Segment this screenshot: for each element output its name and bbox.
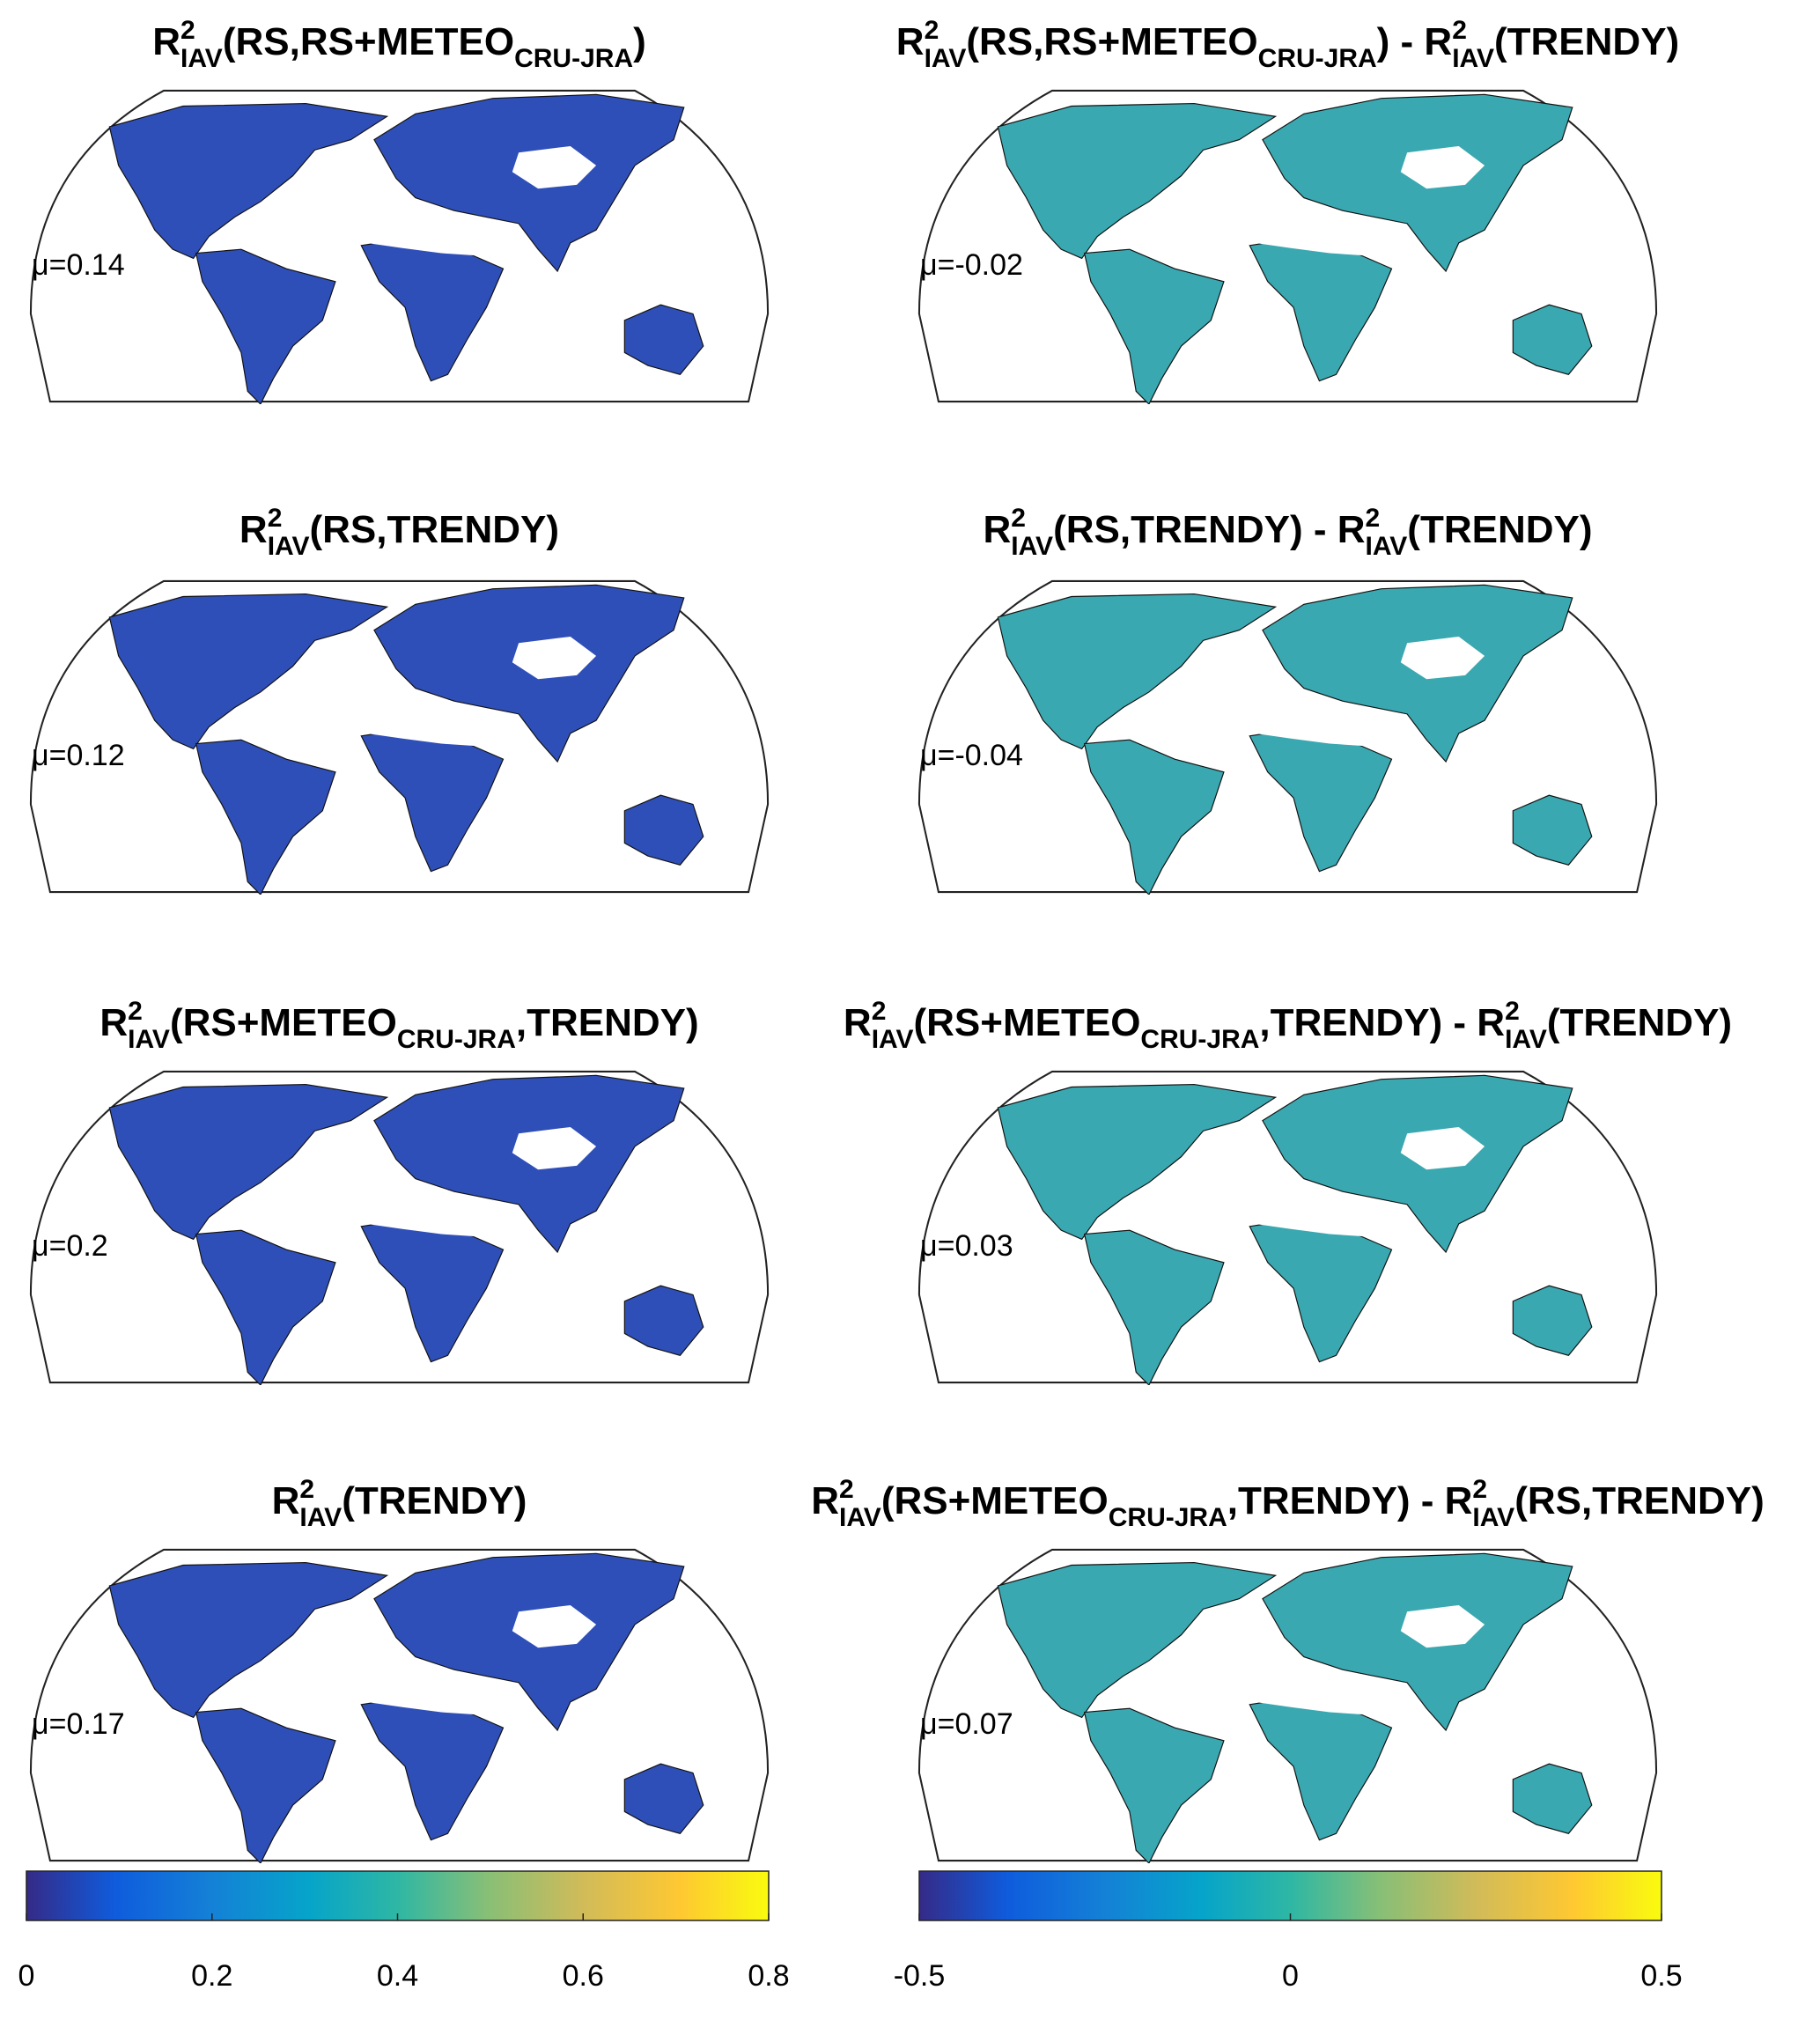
title-sub: IAV [1011,532,1053,561]
title-sub: IAV [925,44,967,73]
panel-title: R2 IAV(RS+METEOCRU-JRA,TRENDY) [99,997,698,1054]
title-text: (TRENDY) [1407,508,1592,551]
title-sup: 2 [1366,504,1381,533]
colorbar [26,1870,770,1921]
title-text: R [896,20,925,63]
title-text: (RS+METEO [170,1001,397,1044]
title-text: ,TRENDY) - R [1259,1001,1505,1044]
title-sub: IAV [1452,44,1494,73]
title-sub: CRU-JRA [1109,1503,1227,1532]
title-text: ,TRENDY) [516,1001,699,1044]
title-sub: IAV [872,1025,914,1054]
title-sub: IAV [1366,532,1408,561]
panel-title: R2 IAV(RS+METEOCRU-JRA,TRENDY) - R2 IAV(RS… [811,1475,1765,1532]
map [917,579,1658,895]
title-text: (TRENDY) [1547,1001,1732,1044]
title-sub: CRU-JRA [1258,44,1377,73]
colorbar-tick-label: 0.5 [1640,1959,1682,1993]
map [29,579,770,895]
title-text: (RS+METEO [914,1001,1141,1044]
panel-title: R2 IAV(RS,RS+METEOCRU-JRA) - R2 IAV(TRENDY… [896,16,1679,73]
title-text: R [152,20,181,63]
mu-label: μ=-0.02 [920,248,1023,282]
title-text: (RS,TRENDY) [1514,1479,1765,1522]
colorbar-tick-label: 0 [1282,1959,1299,1993]
mu-label: μ=-0.04 [920,739,1023,772]
title-sub: IAV [1505,1025,1547,1054]
colorbar-tick-label: -0.5 [894,1959,946,1993]
title-sup: 2 [268,504,283,533]
colorbar-tick-label: 0.4 [377,1959,418,1993]
title-text: (TRENDY) [342,1479,527,1522]
title-text: ) [633,20,646,63]
title-sup: 2 [1505,997,1520,1026]
title-text: R [272,1479,300,1522]
colorbar-tick-label: 0 [18,1959,35,1993]
title-text: (RS,RS+METEO [223,20,514,63]
title-sup: 2 [1452,16,1467,45]
mu-label: μ=0.07 [920,1707,1013,1741]
mu-label: μ=0.2 [32,1229,108,1263]
title-sub: IAV [299,1503,342,1532]
title-text: ) - R [1377,20,1453,63]
title-sup: 2 [925,16,939,45]
title-text: R [811,1479,839,1522]
colorbar [918,1870,1662,1921]
panel-title: R2 IAV(RS+METEOCRU-JRA,TRENDY) - R2 IAV(TR… [844,997,1732,1054]
map [917,89,1658,404]
title-text: (RS,TRENDY) - R [1053,508,1365,551]
title-sup: 2 [872,997,887,1026]
panel-title: R2 IAV(RS,TRENDY) [239,504,559,561]
title-sup: 2 [1011,504,1026,533]
map [29,1548,770,1863]
title-sub: CRU-JRA [1140,1025,1259,1054]
mu-label: μ=0.03 [920,1229,1013,1263]
colorbar-tick-label: 0.2 [191,1959,232,1993]
title-sup: 2 [181,16,195,45]
title-text: (RS,RS+METEO [966,20,1257,63]
title-text: R [99,1001,128,1044]
title-text: R [983,508,1011,551]
mu-label: μ=0.17 [32,1707,125,1741]
title-sub: IAV [1472,1503,1514,1532]
colorbar-tick-label: 0.8 [748,1959,789,1993]
title-sup: 2 [128,997,143,1026]
title-sub: IAV [839,1503,881,1532]
panel-title: R2 IAV(TRENDY) [272,1475,527,1532]
mu-label: μ=0.12 [32,739,125,772]
title-sup: 2 [299,1475,314,1504]
title-sub: IAV [128,1025,170,1054]
title-sup: 2 [839,1475,854,1504]
title-sup: 2 [1472,1475,1487,1504]
title-sub: CRU-JRA [397,1025,516,1054]
title-text: R [239,508,268,551]
title-sub: IAV [181,44,223,73]
title-text: (TRENDY) [1494,20,1679,63]
panel-title: R2 IAV(RS,RS+METEOCRU-JRA) [152,16,646,73]
map [29,89,770,404]
map [917,1070,1658,1385]
map [917,1548,1658,1863]
title-sub: CRU-JRA [514,44,633,73]
title-text: (RS,TRENDY) [310,508,560,551]
title-text: R [844,1001,872,1044]
mu-label: μ=0.14 [32,248,125,282]
colorbar-tick-label: 0.6 [563,1959,604,1993]
title-sub: IAV [268,532,310,561]
title-text: (RS+METEO [881,1479,1109,1522]
title-text: ,TRENDY) - R [1227,1479,1473,1522]
map [29,1070,770,1385]
panel-title: R2 IAV(RS,TRENDY) - R2 IAV(TRENDY) [983,504,1592,561]
